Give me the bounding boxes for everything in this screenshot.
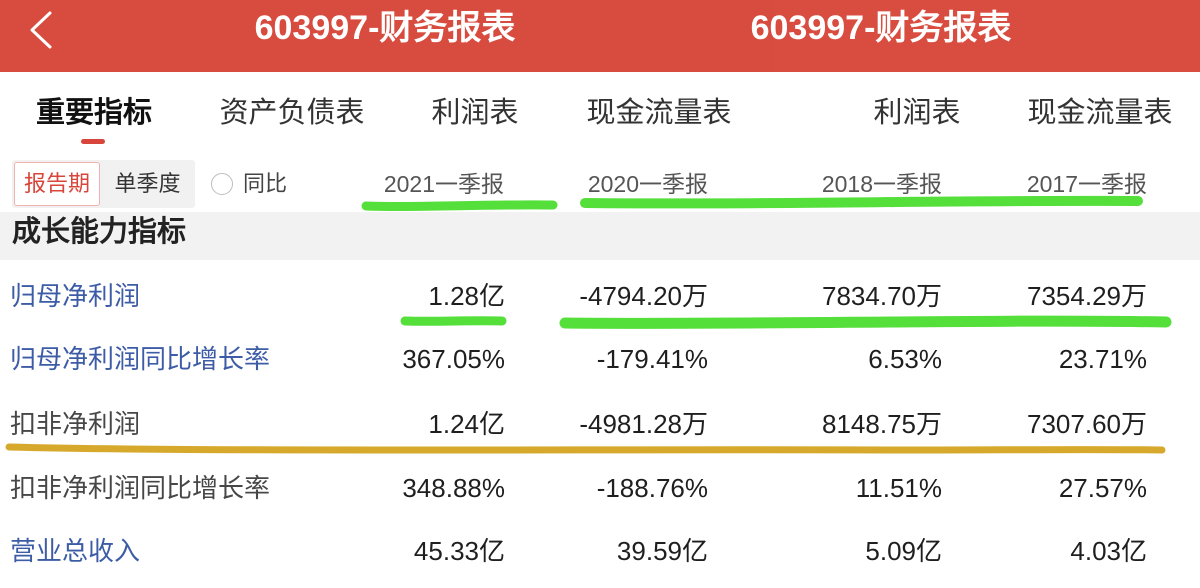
- column-header: 2017一季报: [1026, 171, 1147, 197]
- active-tab-indicator: [81, 139, 105, 144]
- tab-key-indicators[interactable]: 重要指标: [35, 97, 152, 129]
- yoy-label[interactable]: 同比: [243, 171, 288, 196]
- value-cell: 7307.60万: [1027, 409, 1147, 439]
- table-row-total-revenue: 营业总收入 45.33亿 39.59亿 5.09亿 4.03亿: [0, 519, 1200, 583]
- value-cell: 39.59亿: [616, 536, 708, 566]
- tab-income-statement[interactable]: 利润表: [431, 97, 519, 129]
- page-title-duplicate: 603997-财务报表: [750, 9, 1012, 47]
- value-cell: 5.09亿: [865, 536, 942, 566]
- value-cell: 8148.75万: [822, 409, 942, 439]
- chevron-left-icon: [30, 11, 52, 49]
- value-cell: 348.88%: [402, 473, 505, 503]
- row-label[interactable]: 归母净利润同比增长率: [10, 344, 271, 374]
- value-cell: -4981.28万: [579, 409, 708, 439]
- value-cell: 27.57%: [1058, 473, 1147, 503]
- row-label[interactable]: 归母净利润: [10, 281, 141, 311]
- period-segmented-control: 报告期 单季度: [12, 160, 195, 208]
- value-cell: 4.03亿: [1070, 536, 1147, 566]
- page-title: 603997-财务报表: [254, 9, 516, 47]
- back-button[interactable]: [26, 8, 60, 52]
- table-row-net-profit-parent-yoy: 归母净利润同比增长率 367.05% -179.41% 6.53% 23.71%: [0, 327, 1200, 391]
- value-cell: 1.28亿: [428, 281, 505, 311]
- column-header: 2021一季报: [383, 171, 504, 197]
- value-cell: 7354.29万: [1027, 281, 1147, 311]
- value-cell: 6.53%: [868, 344, 942, 374]
- header-background-right: [775, 0, 1200, 72]
- value-cell: 7834.70万: [822, 281, 942, 311]
- value-cell: 367.05%: [402, 344, 505, 374]
- table-row-deducted-net-profit-yoy: 扣非净利润同比增长率 348.88% -188.76% 11.51% 27.57…: [0, 456, 1200, 520]
- value-cell: 45.33亿: [413, 536, 505, 566]
- row-label: 扣非净利润: [10, 409, 141, 439]
- value-cell: -188.76%: [596, 473, 708, 503]
- value-cell: -4794.20万: [579, 281, 708, 311]
- value-cell: 1.24亿: [428, 409, 505, 439]
- row-label[interactable]: 营业总收入: [10, 536, 141, 566]
- tab-income-statement-2[interactable]: 利润表: [873, 97, 961, 129]
- tab-cash-flow-2[interactable]: 现金流量表: [1027, 97, 1173, 129]
- table-row-net-profit-parent: 归母净利润 1.28亿 -4794.20万 7834.70万 7354.29万: [0, 264, 1200, 328]
- table-row-deducted-net-profit: 扣非净利润 1.24亿 -4981.28万 8148.75万 7307.60万: [0, 392, 1200, 456]
- tab-cash-flow[interactable]: 现金流量表: [586, 97, 732, 129]
- column-header: 2020一季报: [587, 171, 708, 197]
- yoy-radio-button[interactable]: [211, 173, 233, 195]
- column-header: 2018一季报: [821, 171, 942, 197]
- tab-balance-sheet[interactable]: 资产负债表: [219, 97, 365, 129]
- value-cell: -179.41%: [596, 344, 708, 374]
- section-title: 成长能力指标: [12, 216, 187, 248]
- value-cell: 11.51%: [855, 473, 942, 503]
- app-header: 603997-财务报表 603997-财务报表: [0, 0, 1200, 72]
- segment-report-period[interactable]: 报告期: [14, 162, 100, 206]
- segment-single-quarter[interactable]: 单季度: [114, 171, 181, 196]
- row-label: 扣非净利润同比增长率: [10, 473, 271, 503]
- value-cell: 23.71%: [1058, 344, 1147, 374]
- section-header-band: [0, 212, 1200, 260]
